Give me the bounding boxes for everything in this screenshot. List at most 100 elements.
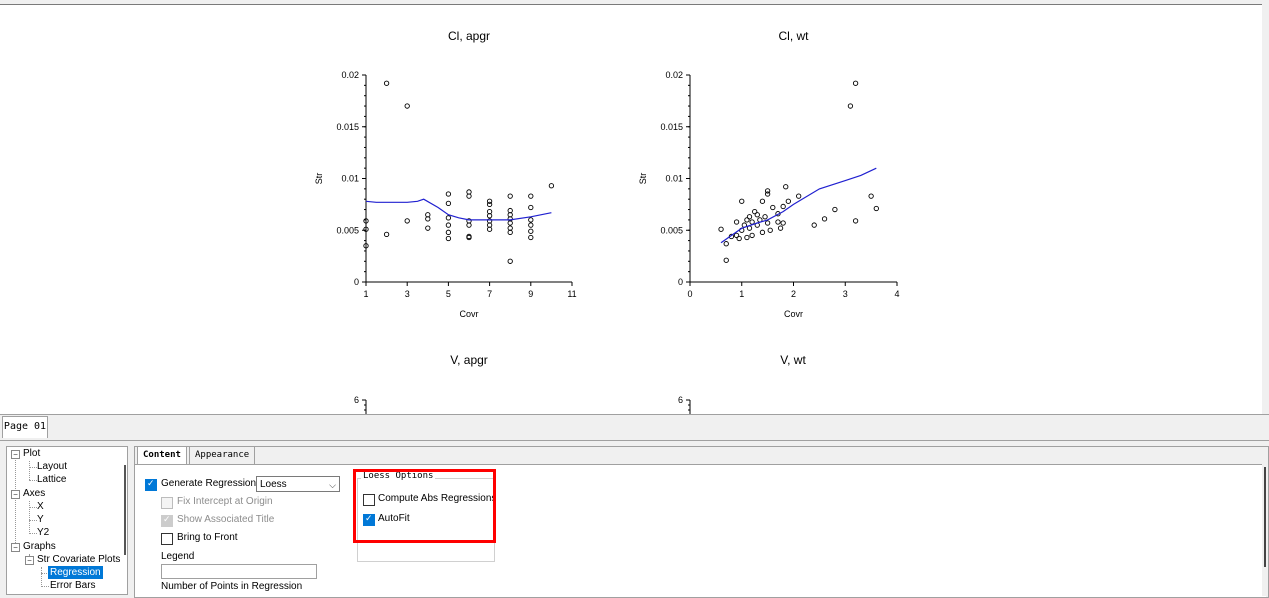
data-point (749, 219, 755, 225)
data-point (548, 183, 555, 189)
data-point (528, 204, 534, 211)
x-tick-label: 2 (791, 289, 796, 299)
data-point (775, 219, 781, 225)
properties-scrollbar-thumb[interactable] (1264, 467, 1266, 567)
data-point (759, 229, 766, 235)
data-point (486, 201, 493, 208)
data-point (759, 198, 766, 204)
tree-scrollbar[interactable] (124, 465, 126, 555)
data-point (486, 226, 493, 232)
data-point (868, 193, 874, 199)
collapse-icon[interactable]: − (25, 556, 34, 565)
data-point (749, 232, 755, 239)
data-point (746, 214, 753, 220)
data-point (723, 241, 729, 247)
data-point (507, 193, 513, 199)
data-point (764, 191, 771, 197)
data-point (528, 217, 534, 223)
data-point (785, 198, 791, 204)
tree-item-x[interactable]: X (37, 501, 44, 512)
data-point (363, 218, 369, 224)
tab-content[interactable]: Content (137, 446, 187, 465)
data-point (821, 216, 828, 222)
y-tick-label: 0.02 (341, 70, 359, 80)
y-tick-label: 6 (354, 395, 359, 405)
data-point (507, 258, 513, 264)
x-tick-label: 1 (739, 289, 744, 299)
data-point (445, 229, 452, 235)
tab-page-01[interactable]: Page 01 (2, 416, 48, 438)
generate-regression-checkbox[interactable] (145, 478, 157, 491)
data-point (383, 80, 390, 86)
data-point (404, 103, 410, 109)
tree-item-error-bars[interactable]: Error Bars (50, 580, 96, 591)
autofit-checkbox[interactable] (363, 513, 375, 526)
tree-item-y[interactable]: Y (37, 514, 44, 525)
x-tick-label: 0 (687, 289, 692, 299)
y-axis-label: Str (638, 173, 648, 185)
data-point (754, 212, 760, 218)
fix-intercept-checkbox[interactable] (161, 497, 173, 509)
x-tick-label: 5 (446, 289, 451, 299)
collapse-icon[interactable]: − (11, 543, 20, 552)
data-point (733, 219, 740, 225)
data-point (736, 235, 742, 242)
data-point (764, 188, 771, 194)
legend-input[interactable] (161, 564, 317, 579)
tree-item-y2[interactable]: Y2 (37, 527, 50, 538)
chevron-down-icon: ⌵ (329, 480, 336, 490)
data-point (466, 234, 472, 241)
chart-title: Cl, apgr (448, 29, 490, 43)
data-point (744, 217, 750, 223)
data-point (528, 222, 534, 228)
compute-abs-checkbox[interactable] (363, 494, 375, 506)
data-point (783, 184, 789, 190)
data-point (445, 215, 452, 221)
chart-title: Cl, wt (779, 29, 810, 43)
show-title-checkbox[interactable] (161, 514, 173, 527)
chart-title: V, apgr (450, 353, 488, 367)
tree-item-regression[interactable]: Regression (48, 566, 103, 579)
y-tick-label: 0 (354, 277, 359, 287)
y-tick-label: 0.01 (341, 174, 359, 184)
compute-abs-label: Compute Abs Regressions (378, 493, 497, 504)
data-point (404, 218, 410, 224)
x-axis-label: Covr (459, 309, 478, 319)
plot-vertical-scrollbar[interactable] (1262, 4, 1269, 414)
regression-line (365, 198, 552, 221)
collapse-icon[interactable]: − (11, 450, 20, 459)
x-tick-label: 3 (405, 289, 410, 299)
x-tick-label: 9 (528, 289, 533, 299)
data-point (764, 220, 771, 226)
y-tick-label: 0.015 (336, 122, 359, 132)
y-tick-label: 6 (678, 395, 683, 405)
x-tick-label: 4 (894, 289, 899, 299)
data-point (796, 193, 802, 199)
data-point (445, 191, 452, 197)
data-point (752, 208, 758, 215)
tree-item-layout[interactable]: Layout (37, 461, 68, 472)
collapse-icon[interactable]: − (11, 490, 20, 499)
y-tick-label: 0.01 (665, 174, 683, 184)
tree-item-lattice[interactable]: Lattice (37, 474, 67, 485)
bring-to-front-checkbox[interactable] (161, 533, 173, 545)
data-point (718, 226, 724, 232)
tab-appearance[interactable]: Appearance (189, 446, 256, 465)
y-tick-label: 0.02 (665, 70, 683, 80)
data-point (486, 213, 493, 219)
tree-item-graphs[interactable]: Graphs (23, 541, 56, 552)
y-tick-label: 0.015 (660, 122, 683, 132)
data-point (507, 229, 513, 235)
data-point (445, 222, 452, 228)
data-point (777, 225, 784, 231)
x-tick-label: 3 (843, 289, 848, 299)
tree-item-str-covariate-plots[interactable]: Str Covariate Plots (37, 554, 121, 565)
loess-options-title: Loess Options (361, 471, 436, 481)
tree-item-axes[interactable]: Axes (23, 488, 46, 499)
regression-type-select[interactable]: Loess ⌵ (256, 476, 340, 492)
plot-canvas: Cl, apgr 0 0.005 0.01 0.015 0.02 1 3 5 7 9 11 Covr St… (0, 4, 1262, 415)
data-point (762, 214, 768, 220)
x-axis-label: Covr (784, 309, 803, 319)
data-point (486, 198, 493, 204)
tree-item-plot[interactable]: Plot (23, 448, 41, 459)
